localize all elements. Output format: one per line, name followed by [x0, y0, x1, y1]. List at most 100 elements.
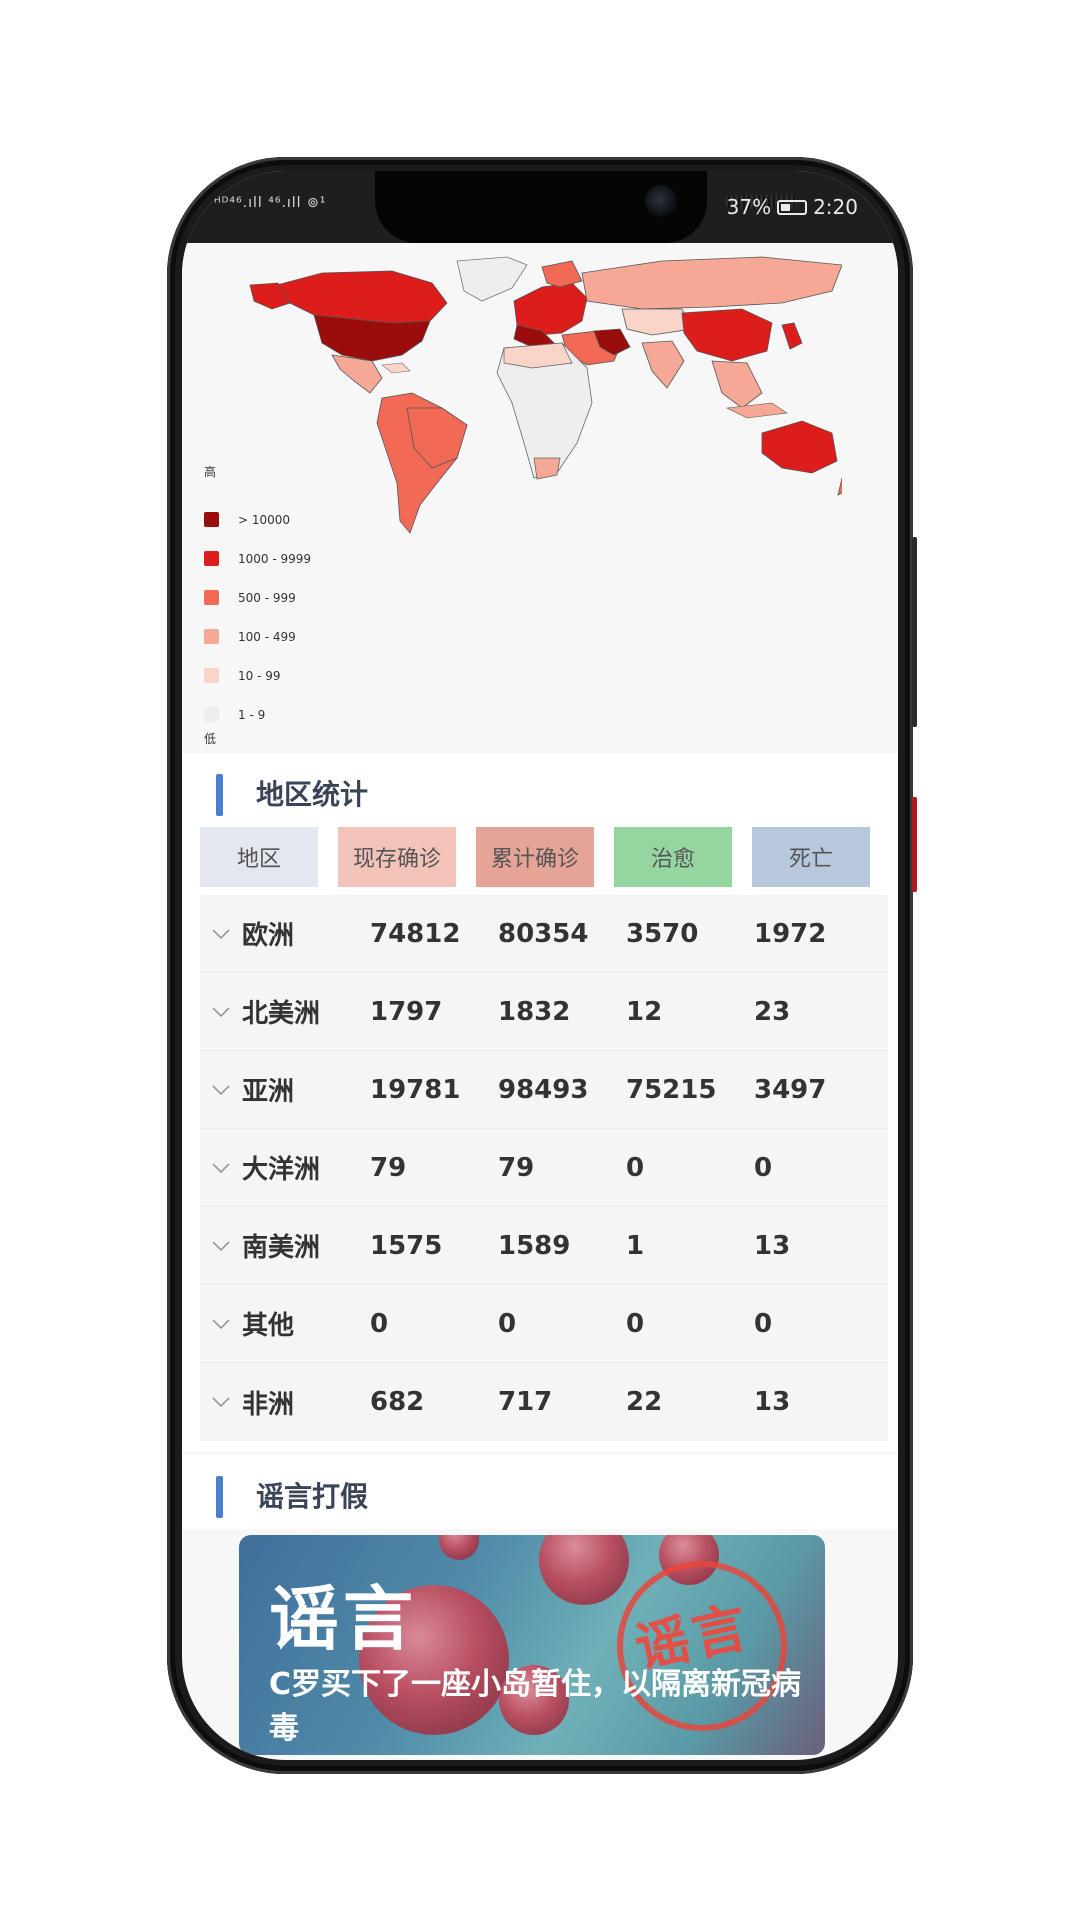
chevron-down-icon[interactable] — [200, 1084, 242, 1095]
legend-high-label: 高 — [204, 465, 217, 479]
legend-item[interactable]: 500 - 999 — [204, 578, 311, 617]
world-map-panel: 高 > 10000 1000 - 9999 500 - 999 100 - 49… — [182, 243, 898, 753]
world-map[interactable] — [242, 243, 842, 543]
front-camera — [645, 185, 677, 217]
map-region-se-asia — [711, 360, 763, 409]
rumor-stamp — [617, 1561, 787, 1731]
legend-label: 1 - 9 — [238, 707, 266, 722]
cell-dead: 0 — [754, 1308, 773, 1339]
table-row[interactable]: 北美洲 1797 1832 12 23 — [200, 973, 888, 1051]
map-region-mexico — [331, 354, 383, 394]
cell-current: 682 — [370, 1387, 425, 1417]
map-region-indonesia — [725, 402, 788, 419]
status-right: 37% 2:20 — [727, 195, 858, 219]
map-region-iran — [593, 328, 631, 356]
section-accent-bar — [216, 1476, 223, 1518]
map-region-russia — [581, 256, 842, 310]
virus-illustration — [539, 1535, 629, 1605]
table-header: 地区 现存确诊 累计确诊 治愈 死亡 — [200, 827, 888, 887]
cell-cured: 0 — [626, 1308, 645, 1339]
header-current-confirmed[interactable]: 现存确诊 — [338, 827, 456, 887]
signal-indicators: ᴴᴰ⁴⁶.ıll ⁴⁶.ıll ⊚¹ — [214, 195, 327, 211]
rumor-headline[interactable]: C罗买下了一座小岛暂住，以隔离新冠病毒 — [269, 1667, 802, 1746]
virus-illustration — [439, 1535, 479, 1560]
map-region-india — [641, 340, 685, 389]
cell-region: 北美洲 — [242, 999, 321, 1029]
cell-dead: 13 — [754, 1230, 791, 1261]
cell-cured: 22 — [626, 1387, 663, 1417]
cell-dead: 0 — [754, 1152, 773, 1183]
cell-cured: 3570 — [626, 918, 699, 949]
legend-label: 500 - 999 — [238, 590, 296, 605]
legend-swatch — [204, 707, 219, 722]
region-table: 地区 现存确诊 累计确诊 治愈 死亡 欧洲 74812 80354 3570 1… — [182, 827, 898, 1451]
chevron-down-icon[interactable] — [200, 1240, 242, 1251]
cell-dead: 3497 — [754, 1074, 827, 1105]
region-section-title: 地区统计 — [256, 778, 369, 811]
cell-total: 98493 — [498, 1074, 589, 1105]
cell-current: 1575 — [370, 1230, 443, 1261]
cell-current: 74812 — [370, 918, 461, 949]
legend-label: 10 - 99 — [238, 668, 281, 683]
header-region[interactable]: 地区 — [200, 827, 318, 887]
map-region-scandinavia — [541, 260, 583, 288]
header-deaths[interactable]: 死亡 — [752, 827, 870, 887]
table-row[interactable]: 其他 0 0 0 0 — [200, 1285, 888, 1363]
status-bar: ᴴᴰ⁴⁶.ıll ⁴⁶.ıll ⊚¹ 37% 2:20 — [182, 171, 898, 243]
clock: 2:20 — [813, 195, 858, 219]
header-cured[interactable]: 治愈 — [614, 827, 732, 887]
legend-item[interactable]: 1000 - 9999 — [204, 539, 311, 578]
legend-item[interactable]: 100 - 499 — [204, 617, 311, 656]
table-row[interactable]: 非洲 682 717 22 13 — [200, 1363, 888, 1441]
cell-region: 大洋洲 — [242, 1155, 321, 1185]
cell-dead: 13 — [754, 1387, 791, 1417]
legend-swatch — [204, 629, 219, 644]
chevron-down-icon[interactable] — [200, 1397, 242, 1407]
table-row[interactable]: 亚洲 19781 98493 75215 3497 — [200, 1051, 888, 1129]
chevron-down-icon[interactable] — [200, 928, 242, 939]
table-row[interactable]: 南美洲 1575 1589 1 13 — [200, 1207, 888, 1285]
region-section-header: 地区统计 — [182, 753, 898, 827]
chevron-down-icon[interactable] — [200, 1162, 242, 1173]
header-total-confirmed[interactable]: 累计确诊 — [476, 827, 594, 887]
cell-total: 1832 — [498, 996, 571, 1027]
cell-current: 0 — [370, 1308, 389, 1339]
map-region-new-zealand — [837, 477, 842, 496]
cell-total: 80354 — [498, 918, 589, 949]
legend-label: 100 - 499 — [238, 629, 296, 644]
notch — [375, 171, 797, 243]
cell-dead: 23 — [754, 996, 791, 1027]
rumor-card[interactable]: 谣言 谣言 C罗买下了一座小岛暂住，以隔离新冠病毒 — [239, 1535, 825, 1755]
map-region-greenland — [456, 256, 528, 302]
map-region-china — [681, 308, 773, 362]
table-row[interactable]: 大洋洲 79 79 0 0 — [200, 1129, 888, 1207]
table-row[interactable]: 欧洲 74812 80354 3570 1972 — [200, 895, 888, 973]
legend-item[interactable]: > 10000 — [204, 500, 311, 539]
rumor-tag: 谣言 — [269, 1578, 417, 1660]
legend-label: 1000 - 9999 — [238, 551, 312, 566]
cell-cured: 1 — [626, 1230, 645, 1261]
legend-swatch — [204, 590, 219, 605]
battery-percent: 37% — [726, 195, 772, 219]
legend-item[interactable]: 1 - 9 — [204, 695, 311, 734]
cell-total: 717 — [498, 1387, 553, 1417]
cell-total: 1589 — [498, 1230, 571, 1261]
cell-total: 0 — [498, 1308, 517, 1339]
cell-current: 79 — [370, 1152, 407, 1183]
chevron-down-icon[interactable] — [200, 1318, 242, 1329]
cell-region: 非洲 — [242, 1389, 295, 1420]
cell-cured: 0 — [626, 1152, 645, 1183]
rumor-section-title: 谣言打假 — [256, 1480, 369, 1513]
legend-swatch — [204, 512, 219, 527]
rumor-section-header: 谣言打假 — [182, 1455, 898, 1529]
legend-label: > 10000 — [238, 512, 291, 527]
legend-swatch — [204, 668, 219, 683]
map-region-caribbean — [381, 362, 411, 374]
legend-swatch — [204, 551, 219, 566]
legend-item[interactable]: 10 - 99 — [204, 656, 311, 695]
map-region-usa — [313, 314, 431, 362]
chevron-down-icon[interactable] — [200, 1006, 242, 1017]
map-region-australia — [761, 420, 838, 474]
virus-illustration — [499, 1665, 569, 1735]
map-region-north-africa — [503, 342, 573, 369]
